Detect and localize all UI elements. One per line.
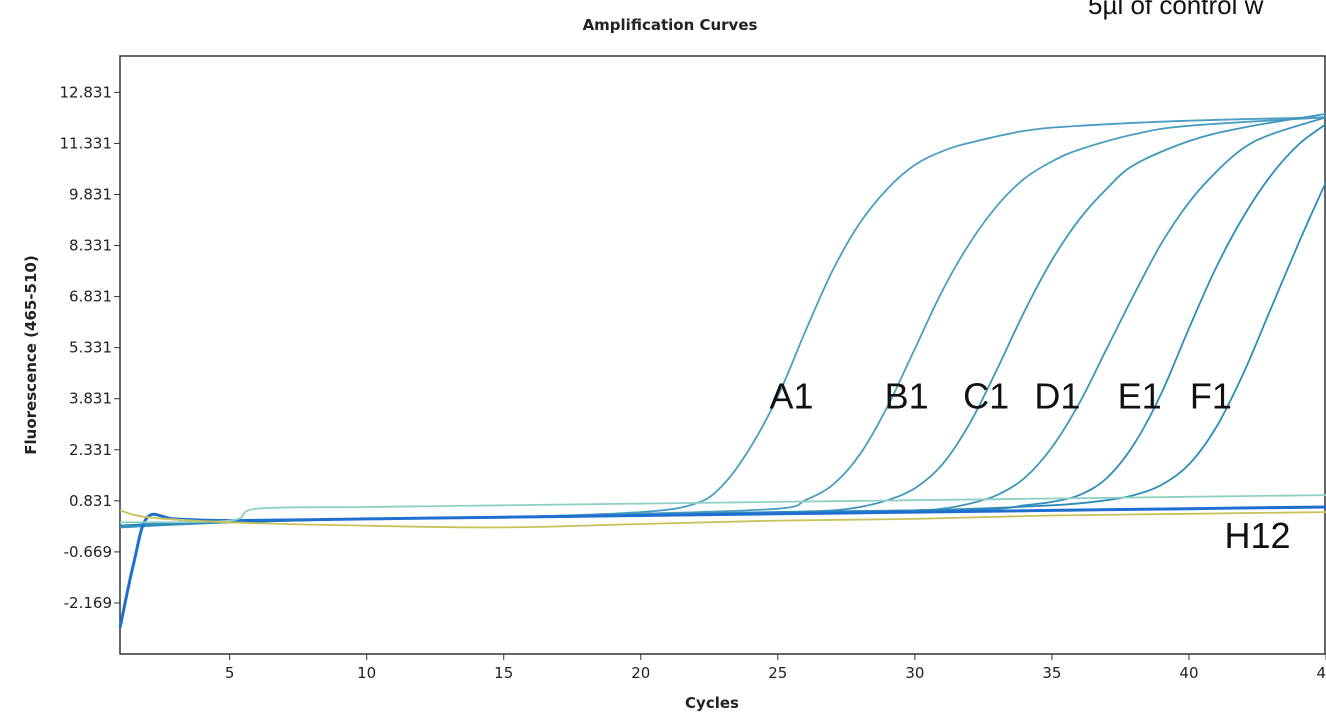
curve-d1 xyxy=(119,116,1326,529)
y-tick-label: 3.831 xyxy=(69,390,112,408)
y-tick-label: -0.669 xyxy=(64,543,112,561)
y-tick-label: 2.331 xyxy=(69,441,112,459)
x-tick-label: 30 xyxy=(905,664,924,682)
curve-label-a1: A1 xyxy=(769,375,813,416)
curve-baseline-7 xyxy=(119,494,1326,524)
y-tick-label: 5.331 xyxy=(69,339,112,357)
x-tick-label: 10 xyxy=(357,664,376,682)
y-tick-label: 0.831 xyxy=(69,492,112,510)
curve-b1 xyxy=(119,116,1326,529)
x-tick-label: 40 xyxy=(1179,664,1198,682)
curve-f1 xyxy=(119,181,1326,527)
x-tick-label: 5 xyxy=(225,664,235,682)
y-tick-label: 9.831 xyxy=(69,185,112,203)
y-tick-label: -2.169 xyxy=(64,594,112,612)
curves xyxy=(118,113,1326,629)
x-tick-label: 45 xyxy=(1316,664,1326,682)
x-axis-title: Cycles xyxy=(685,694,739,712)
x-tick-label: 25 xyxy=(768,664,787,682)
y-axis-ticks: 12.831 11.331 9.831 8.331 6.831 5.331 3.831 2.3… xyxy=(60,83,120,612)
curve-label-f1: F1 xyxy=(1190,375,1232,416)
corner-note: 5µl of control w xyxy=(1088,0,1264,20)
y-axis-title: Fluorescence (465-510) xyxy=(22,255,40,454)
y-tick-label: 12.831 xyxy=(60,83,113,101)
y-tick-label: 6.831 xyxy=(69,288,112,306)
curve-labels: A1 B1 C1 D1 E1 F1 H12 xyxy=(769,375,1290,556)
curve-label-c1: C1 xyxy=(963,375,1009,416)
curve-h12 xyxy=(119,509,1326,529)
curve-e1 xyxy=(119,123,1326,527)
x-tick-label: 15 xyxy=(494,664,513,682)
y-tick-label: 11.331 xyxy=(60,134,113,152)
x-tick-label: 20 xyxy=(631,664,650,682)
curve-a1 xyxy=(119,116,1326,527)
x-axis-ticks: 5 10 15 20 25 30 35 40 45 xyxy=(225,654,1326,682)
curve-baseline-6 xyxy=(118,505,1326,629)
curve-c1 xyxy=(119,113,1326,527)
plot-area xyxy=(119,55,1326,655)
curve-label-e1: E1 xyxy=(1118,375,1162,416)
x-tick-label: 35 xyxy=(1042,664,1061,682)
chart-title: Amplification Curves xyxy=(583,16,758,34)
curve-label-d1: D1 xyxy=(1034,375,1080,416)
curve-label-h12: H12 xyxy=(1224,515,1290,556)
y-tick-label: 8.331 xyxy=(69,237,112,255)
plot-frame xyxy=(119,55,1326,655)
curve-label-b1: B1 xyxy=(885,375,929,416)
